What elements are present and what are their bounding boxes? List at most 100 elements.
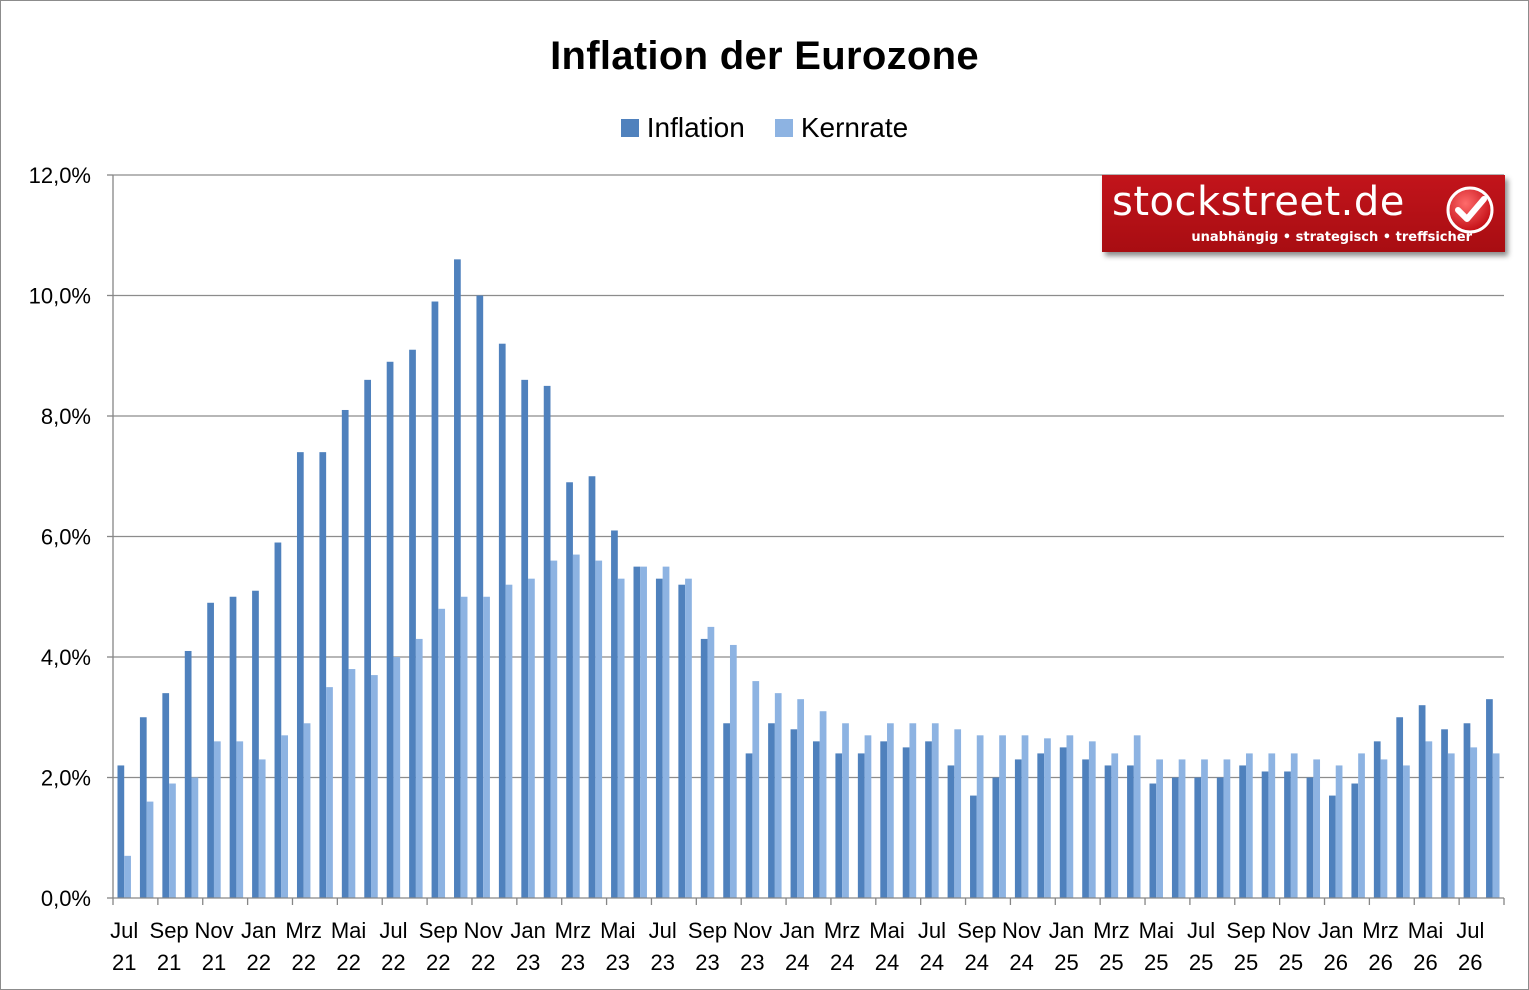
- bar-inflation: [476, 295, 484, 898]
- bar-inflation: [745, 753, 753, 898]
- bar-kernrate: [371, 675, 378, 898]
- bar-kernrate: [707, 626, 715, 899]
- x-tick-label-year: 21: [202, 950, 226, 975]
- chart-title: Inflation der Eurozone: [550, 34, 979, 78]
- bar-kernrate: [662, 566, 670, 899]
- bar-kernrate: [640, 566, 647, 899]
- x-tick-label-month: Mrz: [1362, 918, 1399, 943]
- x-tick-label-year: 25: [1234, 950, 1258, 975]
- bar-inflation: [1037, 753, 1045, 898]
- x-tick-label-month: Nov: [1002, 918, 1041, 943]
- x-tick-label-year: 21: [157, 950, 181, 975]
- bar-kernrate: [1066, 735, 1074, 898]
- bar-inflation: [1284, 771, 1291, 898]
- bar-inflation: [1351, 783, 1359, 898]
- bar-inflation: [274, 542, 282, 898]
- bar-kernrate: [1403, 765, 1410, 898]
- bar-inflation: [162, 693, 170, 898]
- bar-kernrate: [460, 596, 468, 898]
- y-tick-label: 10,0%: [29, 284, 91, 309]
- legend-swatch-inflation: [620, 119, 639, 137]
- x-tick-label-month: Jul: [649, 918, 677, 943]
- bar-inflation: [1486, 699, 1493, 898]
- x-tick-label-year: 23: [561, 950, 585, 975]
- bar-inflation: [1194, 777, 1202, 898]
- x-tick-label-year: 23: [516, 950, 540, 975]
- x-tick-label-month: Sep: [957, 918, 996, 943]
- bar-kernrate: [595, 560, 603, 898]
- bar-inflation: [454, 259, 461, 899]
- brand-tagline: unabhängig • strategisch • treffsicher: [1191, 230, 1472, 245]
- bar-kernrate: [550, 560, 558, 898]
- x-tick-label-month: Mai: [1139, 918, 1174, 943]
- x-tick-label-month: Nov: [1271, 918, 1310, 943]
- bar-inflation: [498, 343, 506, 898]
- bar-kernrate: [1044, 738, 1051, 898]
- bar-inflation: [139, 717, 147, 898]
- bar-kernrate: [505, 584, 513, 898]
- bar-inflation: [319, 452, 327, 898]
- legend-swatch-kernrate: [774, 119, 793, 137]
- bar-kernrate: [415, 638, 423, 898]
- bar-inflation: [1149, 783, 1157, 898]
- bar-inflation: [1127, 765, 1134, 898]
- bar-inflation: [184, 650, 192, 898]
- x-tick-label-year: 26: [1413, 950, 1437, 975]
- bar-kernrate: [954, 729, 962, 898]
- bar-kernrate: [887, 723, 894, 898]
- x-tick-label-year: 23: [740, 950, 764, 975]
- bar-inflation: [207, 602, 214, 898]
- x-tick-label-year: 25: [1054, 950, 1078, 975]
- x-tick-label-year: 24: [965, 950, 989, 975]
- bar-inflation: [768, 723, 775, 898]
- bar-kernrate: [1447, 753, 1455, 898]
- bar-kernrate: [842, 723, 849, 898]
- x-tick-label-month: Jul: [110, 918, 138, 943]
- check-icon: [1446, 186, 1494, 234]
- bar-inflation: [812, 741, 820, 898]
- bar-kernrate: [281, 735, 288, 898]
- bar-inflation: [1463, 723, 1471, 898]
- x-tick-label-year: 23: [606, 950, 630, 975]
- bar-kernrate: [438, 608, 446, 898]
- bar-kernrate: [685, 578, 692, 898]
- bar-kernrate: [752, 681, 760, 898]
- x-tick-label-year: 22: [471, 950, 495, 975]
- bar-inflation: [566, 482, 573, 898]
- bar-inflation: [992, 777, 1000, 898]
- bar-kernrate: [819, 711, 827, 898]
- x-tick-label-month: Nov: [464, 918, 503, 943]
- x-tick-label-year: 25: [1099, 950, 1123, 975]
- bar-kernrate: [326, 687, 333, 899]
- x-tick-label-month: Jan: [241, 918, 276, 943]
- bar-inflation: [1396, 717, 1404, 898]
- x-tick-label-month: Mrz: [555, 918, 592, 943]
- y-tick-label: 12,0%: [29, 163, 91, 188]
- bar-kernrate: [976, 735, 984, 898]
- x-tick-label-month: Mai: [1408, 918, 1443, 943]
- bar-kernrate: [1178, 759, 1186, 898]
- bar-inflation: [925, 741, 932, 898]
- bar-inflation: [117, 765, 125, 898]
- y-tick-label: 2,0%: [41, 766, 91, 791]
- brand-name: stockstreet.de: [1112, 179, 1405, 225]
- bar-inflation: [835, 753, 843, 898]
- x-tick-label-month: Jul: [918, 918, 946, 943]
- x-tick-label-month: Mai: [869, 918, 904, 943]
- x-tick-label-month: Jul: [379, 918, 407, 943]
- x-tick-label-year: 24: [830, 950, 854, 975]
- x-tick-label-month: Mai: [331, 918, 366, 943]
- bar-kernrate: [1156, 759, 1163, 898]
- x-tick-label-year: 23: [650, 950, 674, 975]
- bar-kernrate: [931, 723, 939, 898]
- bar-kernrate: [1268, 753, 1276, 898]
- bar-inflation: [543, 385, 551, 899]
- x-tick-label-year: 22: [426, 950, 450, 975]
- bar-inflation: [1373, 741, 1381, 898]
- bar-kernrate: [1358, 753, 1365, 898]
- x-tick-label-month: Sep: [419, 918, 458, 943]
- bar-inflation: [1104, 765, 1112, 898]
- bar-kernrate: [303, 723, 311, 898]
- bar-inflation: [655, 578, 663, 898]
